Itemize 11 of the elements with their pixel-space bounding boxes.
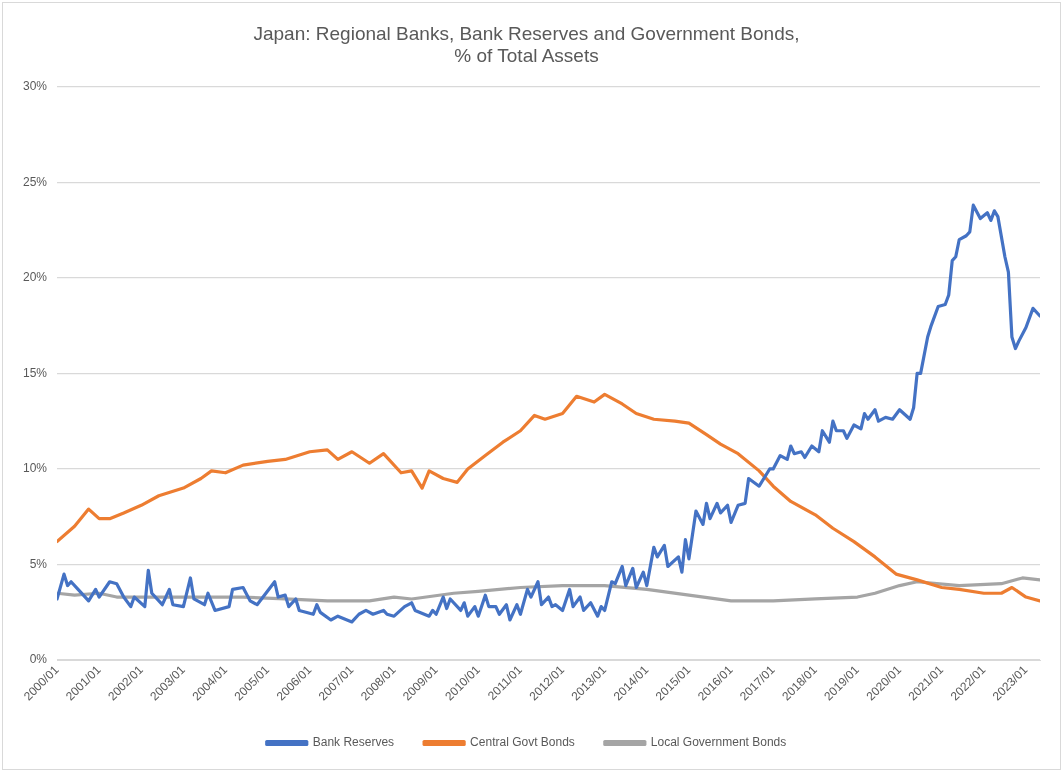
y-tick-label: 0% bbox=[29, 652, 48, 667]
y-tick-label: 30% bbox=[22, 78, 48, 93]
y-tick-label: 10% bbox=[22, 461, 48, 476]
legend-label: Central Govt Bonds bbox=[470, 735, 575, 750]
legend-label: Bank Reserves bbox=[312, 735, 395, 750]
y-tick-label: 20% bbox=[22, 270, 48, 285]
y-tick-label: 25% bbox=[22, 174, 48, 189]
y-tick-label: 5% bbox=[29, 556, 48, 571]
y-tick-label: 15% bbox=[22, 365, 48, 380]
legend-label: Local Government Bonds bbox=[650, 735, 787, 750]
chart-title: Japan: Regional Banks, Bank Reserves and Government Bonds, % of Total Assets bbox=[253, 22, 800, 67]
